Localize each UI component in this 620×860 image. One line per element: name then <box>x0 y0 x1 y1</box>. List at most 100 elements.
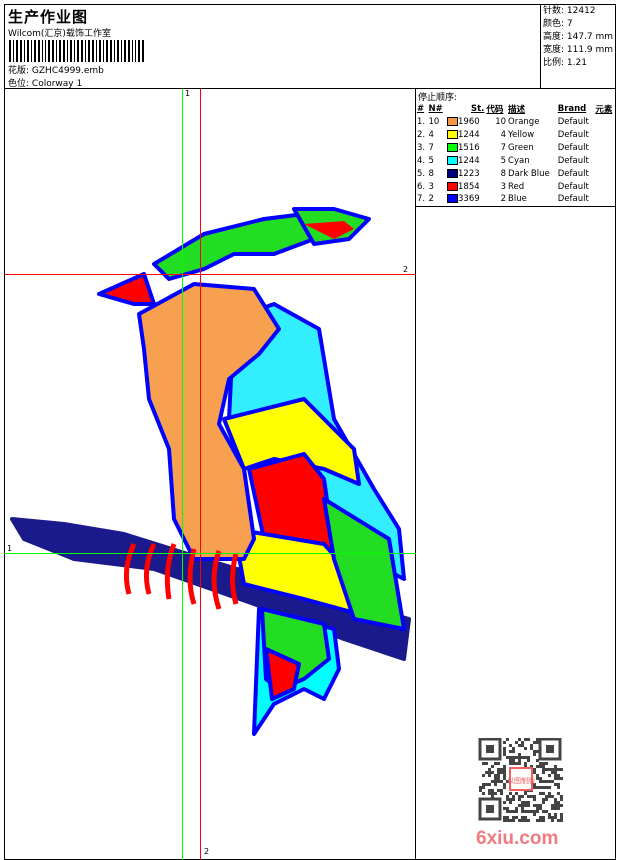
brand: Default <box>557 181 589 192</box>
wing-green <box>322 497 406 631</box>
colorway-value: Colorway 1 <box>31 79 83 89</box>
stitch-value: 1244 <box>458 129 480 140</box>
row-index: 5. <box>417 168 426 179</box>
barcode-bar <box>31 40 32 62</box>
needle-number: 3 <box>428 181 434 192</box>
color-description: Orange <box>508 116 540 127</box>
qr-code: 以图制版 <box>478 738 563 822</box>
barcode-bar <box>85 40 86 62</box>
row-index: 2. <box>417 129 426 140</box>
design-file: 花版: GZHC4999.emb <box>8 63 104 76</box>
barcode-bar <box>24 40 25 62</box>
color-description: Yellow <box>508 129 535 140</box>
barcode-bar <box>132 40 133 62</box>
crest-red <box>304 221 354 239</box>
barcode-bar <box>48 40 50 62</box>
vertical-label-1: 1 <box>185 89 191 98</box>
barcode <box>9 40 154 62</box>
color-description: Blue <box>508 194 527 205</box>
color-code: 2 <box>500 194 507 205</box>
table-row: 7. 2 3369 2 Blue Default <box>416 193 616 206</box>
barcode-bar <box>67 40 68 62</box>
design-label: 花版: <box>8 66 30 76</box>
horizontal-label-1: 1 <box>7 544 13 553</box>
barcode-bar <box>142 40 144 62</box>
barcode-bar <box>88 40 90 62</box>
center-line-horizontal-2 <box>4 274 416 275</box>
element <box>594 128 616 141</box>
colorway: 色位: Colorway 1 <box>8 76 82 89</box>
design-preview: 1 2 1 2 <box>4 89 416 860</box>
color-swatch <box>447 142 458 152</box>
stitch-value: 1960 <box>458 116 480 127</box>
element <box>594 180 616 193</box>
color-swatch <box>447 168 458 178</box>
color-code: 10 <box>495 116 507 127</box>
color-swatch <box>447 155 458 165</box>
brand: Default <box>557 168 589 179</box>
barcode-bar <box>77 40 79 62</box>
row-index: 6. <box>417 181 426 192</box>
brand: Default <box>557 142 589 153</box>
column-header: 元素 <box>595 104 613 115</box>
barcode-bar <box>16 40 18 62</box>
brand: Default <box>557 155 589 166</box>
barcode-bar <box>13 40 14 62</box>
stitch-count: 1244 <box>446 154 485 167</box>
center-line-vertical-2 <box>200 89 201 860</box>
barcode-bar <box>138 40 140 62</box>
barcode-bar <box>99 40 101 62</box>
stitch-value: 1244 <box>458 155 480 166</box>
color-code: 8 <box>500 168 507 179</box>
barcode-bar <box>114 40 115 62</box>
barcode-bar <box>52 40 54 62</box>
stitch-count: 3369 <box>446 193 485 206</box>
barcode-bar <box>117 40 119 62</box>
tail-red <box>264 647 301 701</box>
stop-sequence-title: 停止顺序: <box>418 93 458 103</box>
barcode-bar <box>56 40 57 62</box>
color-description: Dark Blue <box>508 168 550 179</box>
color-swatch <box>447 116 458 126</box>
needle-number: 8 <box>428 168 434 179</box>
vertical-label-2: 2 <box>204 847 210 856</box>
stitch-count: 1223 <box>446 167 485 180</box>
table-row: 6. 3 1854 3 Red Default <box>416 180 616 193</box>
embroidery-design <box>10 207 411 736</box>
stitch-value: 3369 <box>458 194 480 205</box>
color-description: Cyan <box>508 155 530 166</box>
brand: Default <box>557 116 589 127</box>
center-line-horizontal-1 <box>4 553 416 554</box>
brand: Default <box>557 129 589 140</box>
barcode-bar <box>96 40 97 62</box>
color-swatch <box>447 129 458 139</box>
company-name: Wilcom(汇京)载饰工作室 <box>8 29 111 39</box>
barcode-bar <box>124 40 126 62</box>
column-header: Brand <box>557 103 587 114</box>
color-description: Green <box>508 142 534 153</box>
head-green <box>152 212 316 281</box>
colorway-label: 色位: <box>8 79 30 89</box>
design-info: 针数: 12412 颜色: 7 高度: 147.7 mm 宽度: 111.9 m… <box>541 4 616 89</box>
table-row: 5. 8 1223 8 Dark Blue Default <box>416 167 616 180</box>
stitch-value: 1516 <box>458 142 480 153</box>
barcode-bar <box>63 40 65 62</box>
center-line-vertical-1 <box>182 89 183 860</box>
stitch-count: 针数: 12412 <box>543 6 596 16</box>
element <box>594 154 616 167</box>
stitch-count: 1854 <box>446 180 485 193</box>
needle-number: 4 <box>428 129 434 140</box>
color-code: 4 <box>500 129 507 140</box>
design-value: GZHC4999.emb <box>31 66 104 76</box>
body-orange <box>137 282 281 561</box>
stitch-count: 1516 <box>446 141 485 154</box>
horizontal-label-2: 2 <box>403 265 409 274</box>
design-height: 高度: 147.7 mm <box>543 32 614 42</box>
row-index: 1. <box>417 116 426 127</box>
barcode-bar <box>34 40 36 62</box>
stamp-text: 以图制版 <box>507 776 535 785</box>
page-title: 生产作业图 <box>8 8 89 26</box>
needle-number: 2 <box>428 194 434 205</box>
column-header: St. <box>470 103 485 114</box>
barcode-bar <box>45 40 46 62</box>
